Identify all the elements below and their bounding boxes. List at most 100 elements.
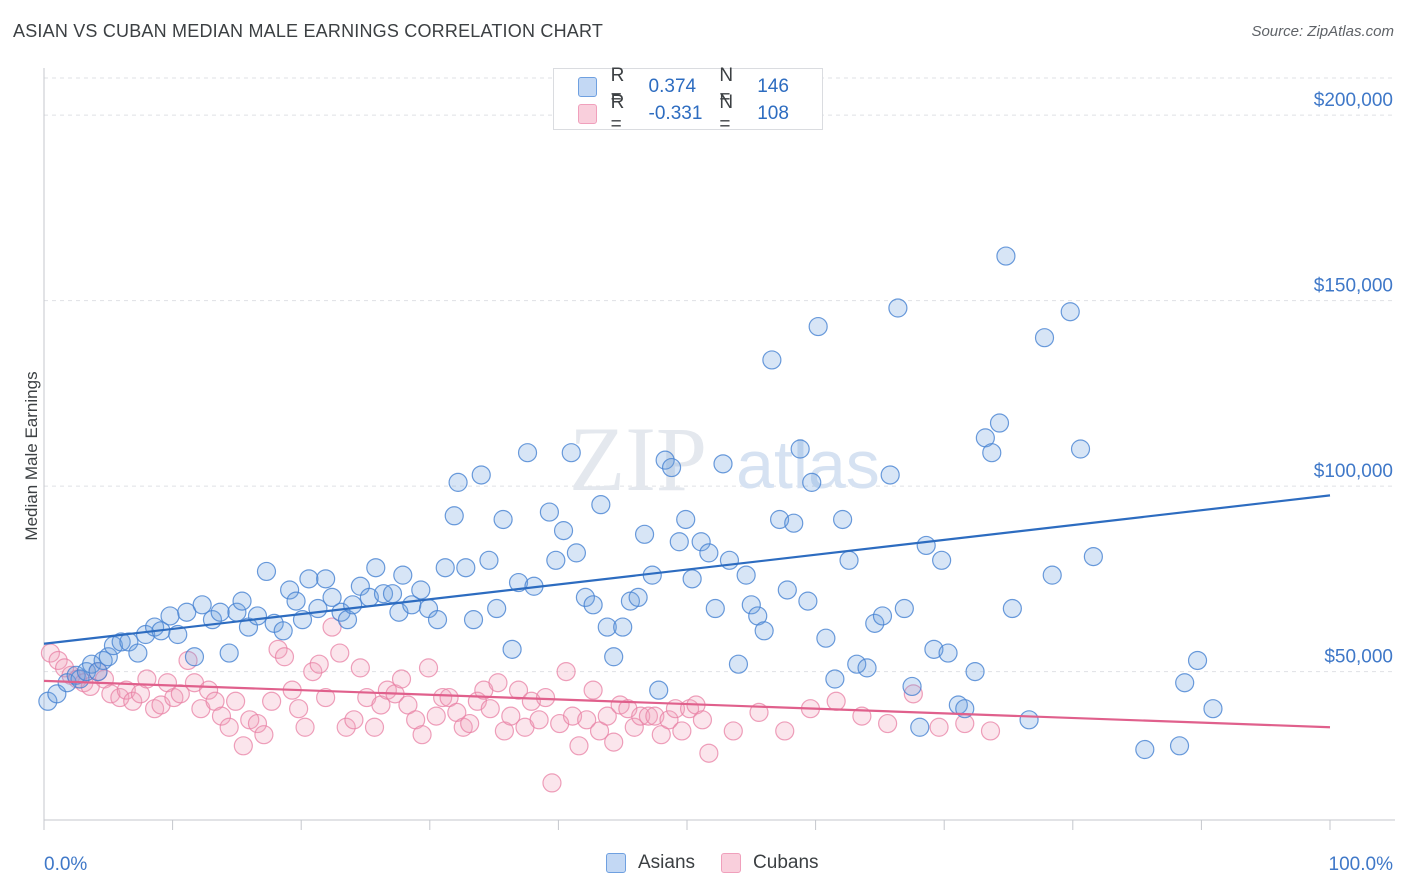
cubans-point [878, 713, 898, 734]
cubans-point [577, 710, 597, 730]
asians-point [880, 465, 900, 485]
asians-point [299, 569, 319, 589]
cubans-point [569, 736, 589, 756]
tick-labels: $50,000 $100,000 $150,000 $200,000 0.0% 100.0… [44, 90, 1393, 875]
asians-point [910, 717, 930, 737]
asians-point [444, 506, 464, 526]
cubans-point [501, 706, 521, 726]
asians-trend-line [43, 494, 1331, 645]
asians-point [502, 639, 522, 659]
x-tick-label: 100.0% [1329, 854, 1394, 875]
cubans-point [624, 717, 644, 737]
y-tick-label: $50,000 [1324, 647, 1393, 668]
legend-item-asians[interactable]: Asians [606, 852, 695, 874]
asians-point [1042, 565, 1062, 585]
watermark-zip: ZIP [569, 408, 707, 510]
asians-point [699, 543, 719, 563]
cubans-point [330, 643, 350, 663]
cubans-point [233, 736, 253, 756]
cubans-point [903, 684, 923, 704]
cubans-point [439, 687, 459, 708]
n-label: N = [719, 65, 734, 108]
n-value: 146 [757, 76, 789, 97]
legend-item-cubans[interactable]: Cubans [721, 852, 819, 874]
asians-point [839, 550, 859, 570]
watermark-atlas: atlas [736, 427, 880, 503]
cubans-point [247, 713, 268, 734]
asians-point [256, 561, 277, 582]
r-label: R = [610, 65, 625, 108]
r-label: R = [610, 92, 625, 135]
cubans-point [219, 717, 239, 737]
asians-point [649, 680, 669, 700]
asians-point [741, 595, 761, 615]
asians-point [989, 413, 1010, 433]
cubans-point [336, 717, 356, 737]
cubans-point [123, 691, 143, 711]
asians-point [316, 569, 336, 589]
asians-point [337, 610, 358, 630]
asians-point [938, 643, 958, 663]
cubans-point [521, 691, 541, 711]
cubans-point [604, 732, 624, 752]
asians-point [762, 350, 782, 370]
asians-point [932, 550, 952, 570]
asians-point [1060, 302, 1080, 322]
asians-point [816, 628, 836, 648]
asians-point [808, 316, 828, 337]
cubans-point [274, 647, 295, 667]
asians-point [93, 650, 113, 671]
cubans-point [211, 706, 232, 726]
asians-point [691, 532, 711, 552]
asians-point [411, 580, 431, 600]
asians-point [736, 565, 756, 585]
trend-lines [43, 494, 1331, 729]
series-legend: Asians Cubans [606, 852, 845, 874]
n-value: 108 [757, 103, 789, 124]
asians-point [393, 565, 413, 585]
asians-point [66, 665, 86, 685]
legend-label-cubans: Cubans [753, 852, 819, 873]
axes [43, 68, 1395, 830]
cubans-point [508, 680, 529, 700]
cubans-point [542, 773, 562, 793]
cubans-point [350, 658, 370, 678]
cubans-point [316, 687, 336, 708]
cubans-point [638, 706, 659, 726]
asians-point [479, 550, 499, 570]
asians-point [902, 676, 922, 697]
cubans-point [426, 706, 446, 726]
asians-point [273, 621, 293, 641]
cubans-point [980, 721, 1001, 741]
asians-legend-swatch [606, 853, 626, 873]
asians-point [634, 524, 655, 544]
asians-point [655, 450, 675, 470]
r-value: -0.331 [648, 103, 703, 124]
asians-point [1187, 650, 1208, 671]
cubans-point [295, 717, 315, 737]
cubans-point [344, 710, 364, 730]
asians-point [661, 457, 682, 478]
asians-point [435, 558, 455, 578]
cubans-point [110, 687, 130, 708]
asians-point [219, 643, 239, 663]
chart-title: ASIAN VS CUBAN MEDIAN MALE EARNINGS CORR… [13, 21, 604, 41]
cubans-point [672, 721, 692, 741]
asians-point [561, 443, 581, 463]
y-tick-label: $150,000 [1314, 276, 1393, 297]
asians-point [493, 509, 513, 530]
cubans-point [391, 669, 412, 689]
asians-point [128, 643, 148, 663]
asians-point [566, 543, 587, 563]
asians-point [777, 580, 797, 600]
cubans-point [583, 680, 603, 700]
cubans-point [480, 699, 500, 719]
watermark: ZIP atlas [569, 408, 880, 510]
asians-point [916, 535, 936, 556]
asians-point [965, 661, 985, 682]
cubans-point [226, 691, 246, 711]
asians-point [754, 621, 774, 641]
asians-point [1070, 439, 1091, 459]
asians-point [517, 443, 538, 463]
